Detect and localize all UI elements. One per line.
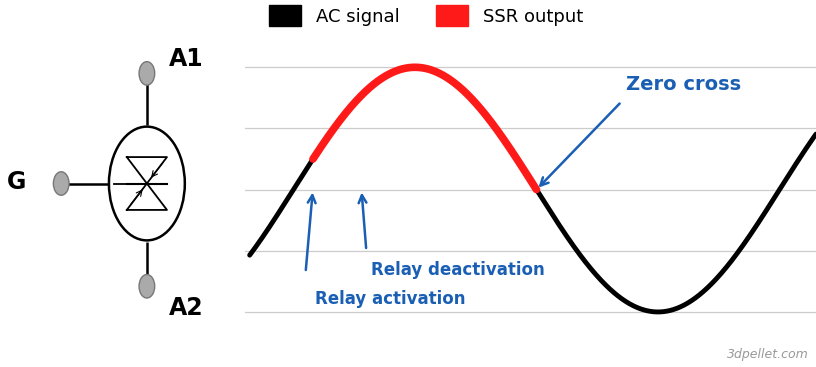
Text: A1: A1 bbox=[169, 47, 203, 71]
Text: A2: A2 bbox=[169, 296, 203, 320]
Text: Relay deactivation: Relay deactivation bbox=[371, 261, 545, 279]
Legend: AC signal, SSR output: AC signal, SSR output bbox=[265, 2, 587, 30]
Text: Relay activation: Relay activation bbox=[315, 290, 466, 308]
Polygon shape bbox=[126, 157, 167, 184]
Text: G: G bbox=[7, 170, 27, 194]
Circle shape bbox=[139, 62, 155, 85]
Circle shape bbox=[53, 172, 69, 195]
Text: 3dpellet.com: 3dpellet.com bbox=[727, 348, 809, 361]
Circle shape bbox=[139, 275, 155, 298]
Polygon shape bbox=[126, 184, 167, 210]
Text: Zero cross: Zero cross bbox=[627, 75, 742, 94]
